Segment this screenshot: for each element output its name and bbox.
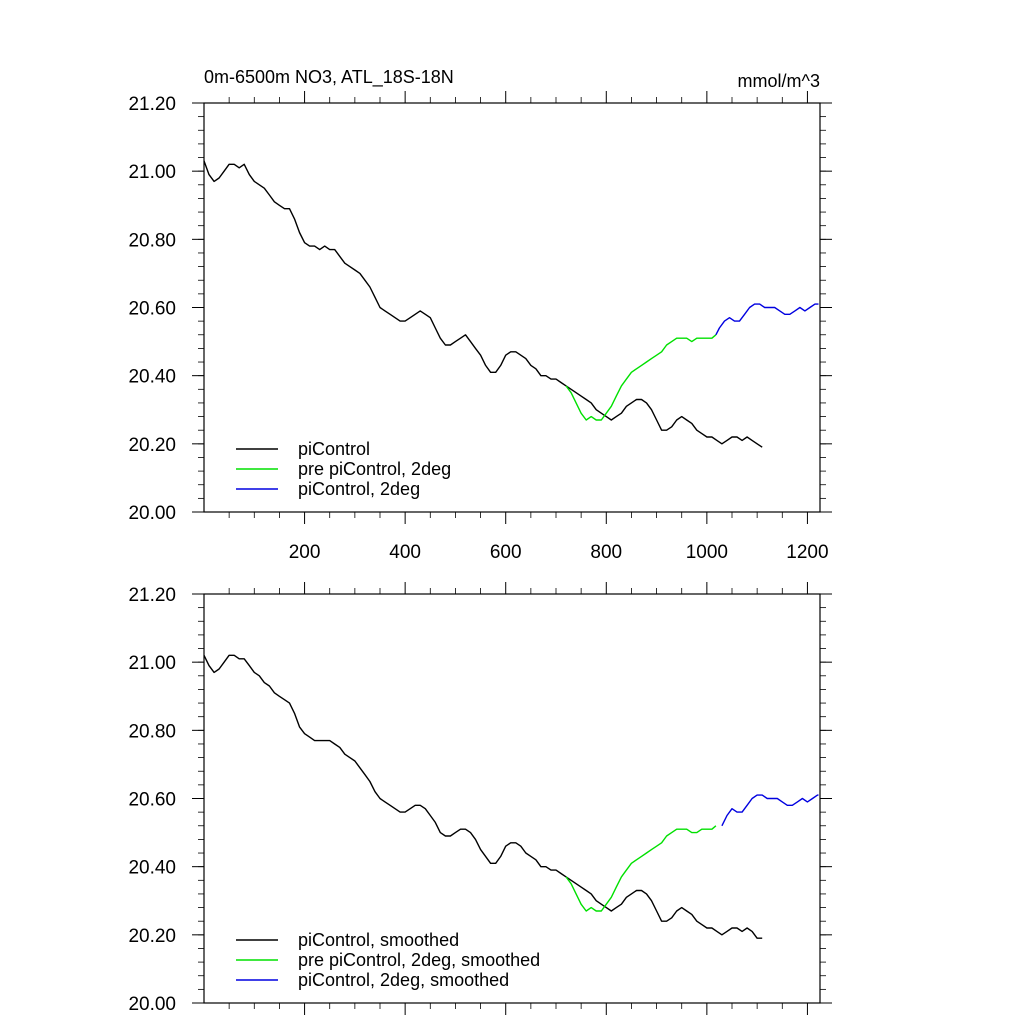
panel1-xtick-label: 400 xyxy=(389,542,421,563)
panel1-ytick-label: 21.00 xyxy=(128,162,176,183)
panel1-xtick-label: 600 xyxy=(490,542,522,563)
panel1-xtick-label: 200 xyxy=(289,542,321,563)
figure-units: mmol/m^3 xyxy=(738,71,820,91)
panel1-xtick-label: 1200 xyxy=(786,542,828,563)
panel1-ytick-label: 20.60 xyxy=(128,299,176,320)
panel2-legend-label: piControl, smoothed xyxy=(298,930,459,950)
panel1-xtick-label: 1000 xyxy=(686,542,728,563)
panel2-legend-label: piControl, 2deg, smoothed xyxy=(298,970,509,990)
panel1-legend-label: piControl xyxy=(298,439,370,459)
panel2-ytick-label: 20.00 xyxy=(128,994,176,1015)
figure-title: 0m-6500m NO3, ATL_18S-18N xyxy=(204,67,454,88)
panel1-series-1-line xyxy=(203,160,763,448)
panel1-series-3-line xyxy=(715,303,819,336)
panel2-ytick-label: 20.60 xyxy=(128,790,176,811)
panel2-series-2-line xyxy=(565,825,717,912)
panel1-ytick-label: 20.20 xyxy=(128,435,176,456)
panel2-series-1-line xyxy=(203,654,763,939)
panel1-xtick-label: 800 xyxy=(590,542,622,563)
panel2-legend-label: pre piControl, 2deg, smoothed xyxy=(298,950,540,970)
panel1-legend-label: piControl, 2deg xyxy=(298,479,420,499)
panel2-ytick-label: 20.40 xyxy=(128,858,176,879)
panel2-ytick-label: 20.80 xyxy=(128,721,176,742)
panel1-legend-label: pre piControl, 2deg xyxy=(298,459,451,479)
panel2-series-3-line xyxy=(721,794,819,827)
panel1-ytick-label: 20.80 xyxy=(128,230,176,251)
panel1-series-2-line xyxy=(565,334,717,421)
panel1-frame xyxy=(203,102,821,513)
panel1-ytick-label: 20.00 xyxy=(128,503,176,524)
panel2-ytick-label: 21.00 xyxy=(128,653,176,674)
panel1-ytick-label: 20.40 xyxy=(128,367,176,388)
panel2-ytick-label: 21.20 xyxy=(128,585,176,606)
panel2-ytick-label: 20.20 xyxy=(128,926,176,947)
panel1-ytick-label: 21.20 xyxy=(128,94,176,115)
panel2-frame xyxy=(203,593,821,1004)
